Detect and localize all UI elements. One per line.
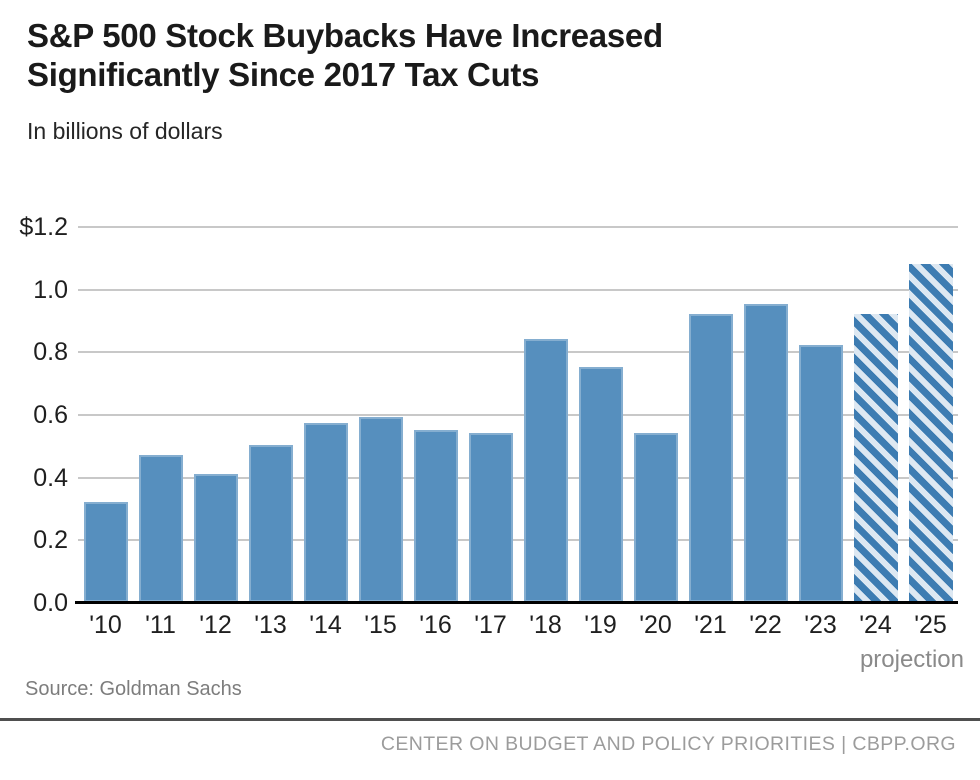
bar <box>358 417 403 602</box>
source-note: Source: Goldman Sachs <box>25 678 242 700</box>
x-tick-label: '24 <box>859 611 892 639</box>
gridline <box>78 414 958 416</box>
x-tick-label: '20 <box>639 611 672 639</box>
x-tick-label: '13 <box>254 611 287 639</box>
plot-area <box>78 226 958 602</box>
bar <box>138 454 183 602</box>
y-tick-label: 0.0 <box>33 589 68 617</box>
bar-projected <box>853 313 898 602</box>
y-axis: $1.2 1.0 0.8 0.6 0.4 0.2 0.0 <box>0 213 68 617</box>
gridline <box>78 288 958 291</box>
x-tick-label: '16 <box>419 611 452 639</box>
bar <box>523 338 568 602</box>
gridline <box>78 476 958 479</box>
y-tick-label: $1.2 <box>19 213 68 241</box>
footer-branding: CENTER ON BUDGET AND POLICY PRIORITIES |… <box>380 733 956 755</box>
x-tick-label: '14 <box>309 611 342 639</box>
bar <box>633 432 678 602</box>
x-tick-label: '18 <box>529 611 562 639</box>
bar <box>248 445 293 602</box>
x-tick-label: '21 <box>694 611 727 639</box>
bar <box>413 429 458 602</box>
x-tick-label: '19 <box>584 611 617 639</box>
x-tick-label: '25 <box>914 611 947 639</box>
chart-units-label: In billions of dollars <box>27 118 223 144</box>
x-tick-label: '11 <box>145 611 176 639</box>
y-tick-label: 0.8 <box>33 338 68 367</box>
bar-projected <box>908 263 953 602</box>
y-tick-label: 0.2 <box>33 526 68 555</box>
bar <box>743 304 788 602</box>
y-tick-label: 1.0 <box>33 275 68 304</box>
x-axis-baseline <box>75 601 958 604</box>
bar <box>83 501 128 602</box>
x-tick-label: '23 <box>804 611 837 639</box>
gridline <box>78 351 958 354</box>
bar <box>303 423 348 602</box>
x-tick-label: '15 <box>364 611 397 639</box>
y-tick-label: 0.4 <box>33 463 68 492</box>
bar <box>468 432 513 602</box>
bar <box>798 345 843 602</box>
chart-title: S&P 500 Stock Buybacks Have Increased Si… <box>27 17 663 93</box>
bar <box>578 367 623 602</box>
x-tick-label: '17 <box>474 611 507 639</box>
x-tick-label: '12 <box>199 611 232 639</box>
gridline <box>78 226 958 228</box>
bar <box>688 313 733 602</box>
gridline <box>78 539 958 542</box>
footer-divider <box>0 718 980 721</box>
y-tick-label: 0.6 <box>33 401 68 429</box>
x-tick-label: '22 <box>749 611 782 639</box>
x-axis: '10 '11 '12 '13 '14 '15 '16 '17 '18 '19 '20 '21 '22 '… <box>78 611 958 645</box>
bar <box>193 473 238 602</box>
projection-label: projection <box>859 646 964 673</box>
x-tick-label: '10 <box>89 611 122 639</box>
